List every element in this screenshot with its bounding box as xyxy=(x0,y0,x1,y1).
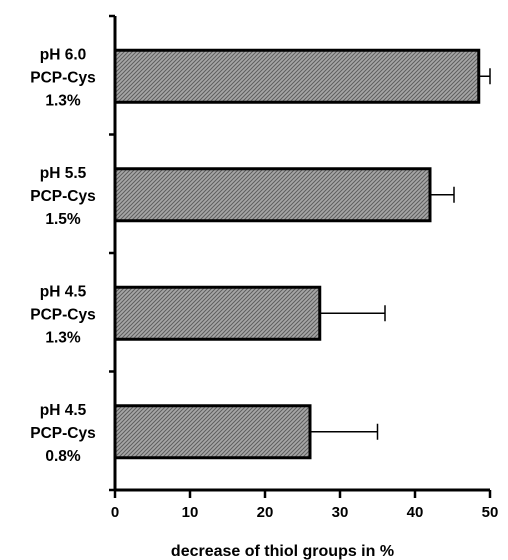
x-axis-title: decrease of thiol groups in % xyxy=(171,543,394,560)
category-label: 1.3% xyxy=(45,92,81,109)
x-tick-label: 10 xyxy=(182,504,199,521)
bar xyxy=(113,48,481,104)
category-label: pH 5.5 xyxy=(40,165,87,182)
category-label: PCP-Cys xyxy=(30,306,95,323)
category-label: 0.8% xyxy=(45,448,81,465)
bar xyxy=(113,404,312,460)
x-tick-label: 50 xyxy=(482,504,499,521)
x-tick-label: 20 xyxy=(257,504,274,521)
category-label: pH 4.5 xyxy=(40,402,87,419)
category-label: 1.3% xyxy=(45,329,81,346)
bar xyxy=(113,285,322,341)
category-label: pH 6.0 xyxy=(40,46,87,63)
x-tick-label: 40 xyxy=(407,504,424,521)
category-label: PCP-Cys xyxy=(30,69,95,86)
category-label: pH 4.5 xyxy=(40,283,87,300)
category-label: PCP-Cys xyxy=(30,425,95,442)
category-label: PCP-Cys xyxy=(30,188,95,205)
bar xyxy=(113,167,432,223)
x-tick-label: 30 xyxy=(332,504,349,521)
x-tick-label: 0 xyxy=(111,504,119,521)
category-label: 1.5% xyxy=(45,211,81,228)
